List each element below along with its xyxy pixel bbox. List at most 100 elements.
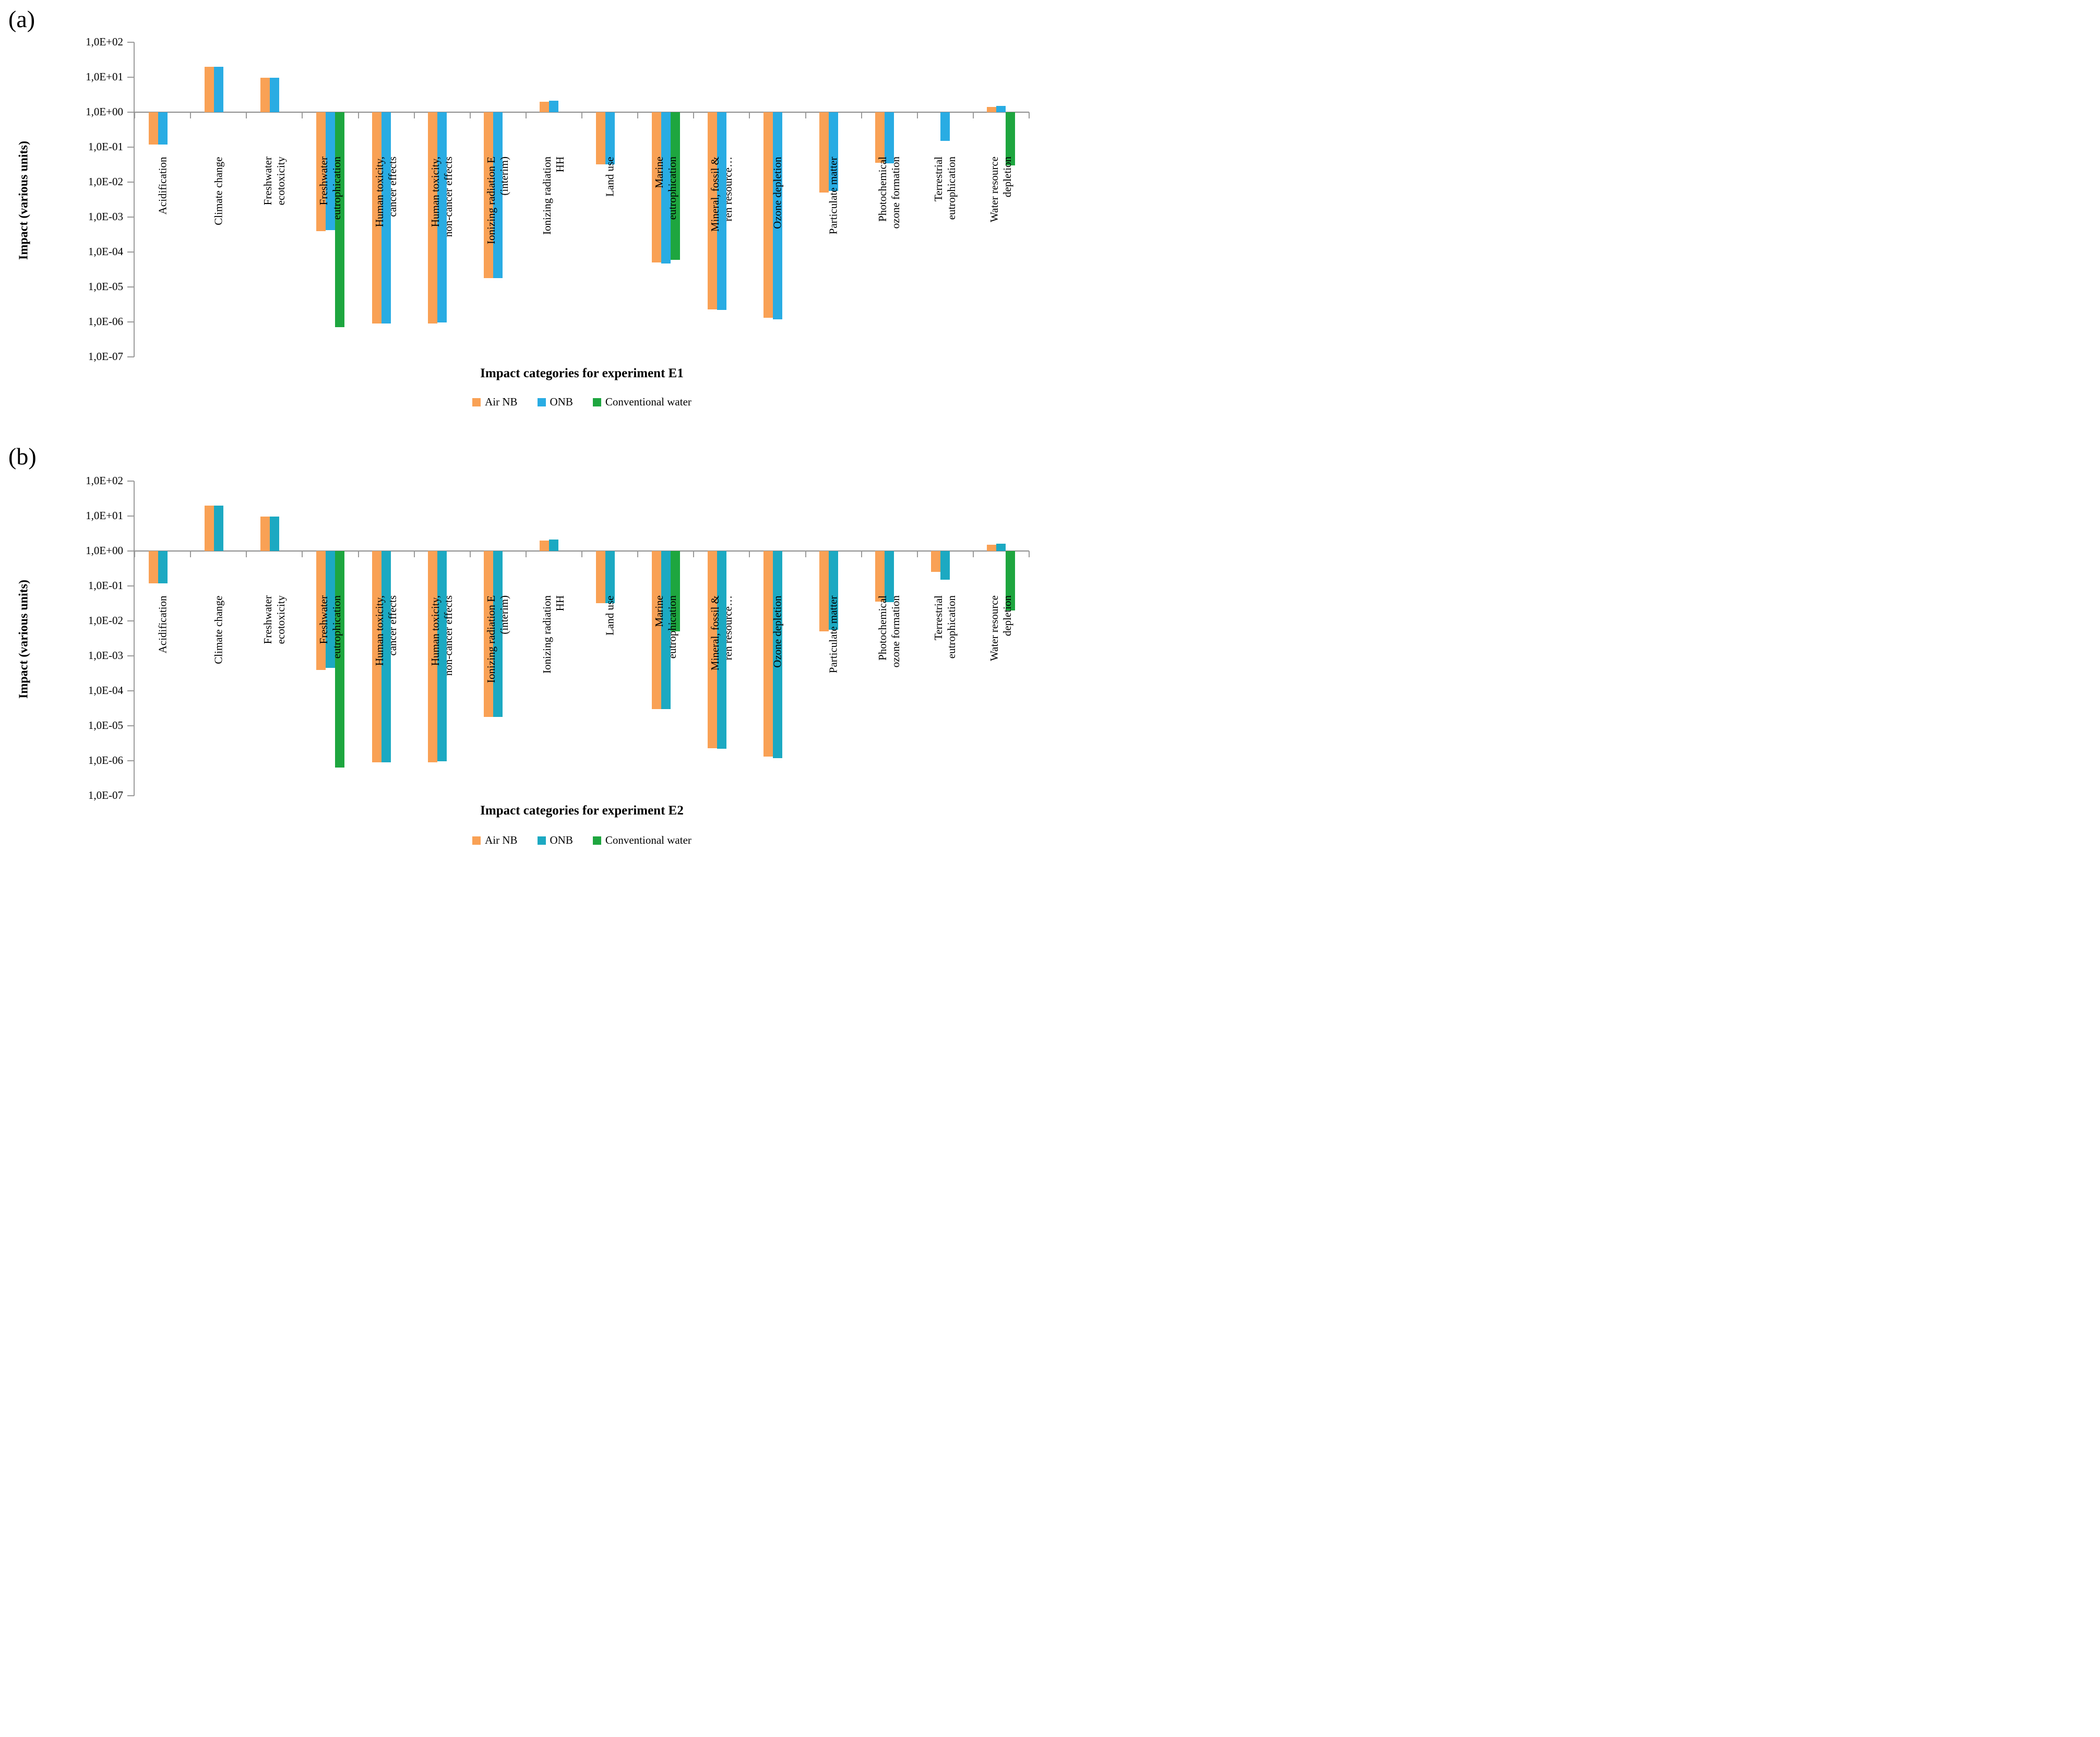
y-tick-label: 1,0E+00 <box>86 105 123 118</box>
y-axis-tick <box>127 620 134 621</box>
bar-air-nb-cat8 <box>595 551 605 604</box>
category-label-cat6: Ionizing radiation E (interim) <box>485 157 511 244</box>
y-axis-tick <box>127 112 134 113</box>
category-label-cat12: Particulate matter <box>827 157 840 234</box>
category-label-cat1: Climate change <box>212 595 225 664</box>
category-label-cat3: Freshwater eutrophication <box>317 595 343 659</box>
bar-onb-cat9 <box>661 112 671 263</box>
bar-onb-cat12 <box>829 112 839 191</box>
category-label-cat10: Mineral, fossil & ren resource… <box>708 595 734 671</box>
category-label-cat4: Human toxicity, cancer effects <box>373 595 399 666</box>
bar-onb-cat8 <box>605 551 615 604</box>
bar-conventional-water-cat15 <box>1006 112 1016 166</box>
x-axis-tick <box>190 551 192 557</box>
x-axis-tick <box>190 112 192 118</box>
bar-onb-cat2 <box>269 516 279 551</box>
category-label-cat7: Ionizing radiation HH <box>541 595 567 674</box>
bar-air-nb-cat15 <box>987 545 997 551</box>
x-axis-tick <box>749 551 750 557</box>
bar-onb-cat12 <box>829 551 839 630</box>
category-label-cat14: Terrestrial eutrophication <box>932 157 958 220</box>
bar-onb-cat0 <box>158 112 168 145</box>
y-axis-tick <box>127 725 134 726</box>
y-tick-label: 1,0E-04 <box>88 245 123 258</box>
bar-air-nb-cat4 <box>372 551 382 763</box>
legend-label-onb: ONB <box>550 396 573 408</box>
bar-air-nb-cat0 <box>148 551 158 583</box>
bar-air-nb-cat6 <box>484 551 494 717</box>
x-axis-tick <box>581 551 582 557</box>
x-axis-tick <box>525 112 527 118</box>
bar-conventional-water-cat9 <box>670 551 680 632</box>
y-axis-tick <box>127 147 134 148</box>
bar-air-nb-cat1 <box>204 505 214 551</box>
bar-air-nb-cat5 <box>428 112 438 324</box>
legend-label-air-nb: Air NB <box>485 834 518 846</box>
legend-label-onb: ONB <box>550 834 573 846</box>
bar-air-nb-cat9 <box>651 551 661 710</box>
y-axis-tick <box>127 182 134 183</box>
bar-air-nb-cat4 <box>372 112 382 324</box>
legend-swatch-air-nb <box>472 398 481 406</box>
legend-item-air-nb: Air NB <box>472 834 518 847</box>
figure-page: (a) Impact (various units) Impact catego… <box>0 0 1050 869</box>
y-tick-label: 1,0E-01 <box>88 140 123 153</box>
x-axis-tick <box>469 551 471 557</box>
legend-item-onb: ONB <box>537 834 573 847</box>
y-axis-line <box>134 481 135 796</box>
bar-air-nb-cat12 <box>819 112 829 193</box>
x-axis-tick <box>302 551 303 557</box>
y-axis-tick <box>127 760 134 761</box>
x-axis-tick <box>246 551 247 557</box>
y-axis-tick <box>127 77 134 78</box>
category-label-cat14: Terrestrial eutrophication <box>932 595 958 659</box>
bar-air-nb-cat5 <box>428 551 438 763</box>
bar-onb-cat7 <box>549 540 559 551</box>
category-label-cat13: Photochemical ozone formation <box>876 595 902 668</box>
y-tick-label: 1,0E+02 <box>86 35 123 48</box>
category-label-cat12: Particulate matter <box>827 595 840 673</box>
bar-air-nb-cat3 <box>316 112 326 231</box>
category-label-cat8: Land use <box>603 595 616 636</box>
bar-air-nb-cat9 <box>651 112 661 263</box>
bar-onb-cat7 <box>549 101 559 112</box>
legend-item-conventional-water: Conventional water <box>592 834 691 847</box>
chart-layer: 1,0E+02 1,0E+01 1,0E+00 1,0E-01 1,0E-02 1,0E-… <box>0 0 1050 869</box>
y-tick-label: 1,0E+00 <box>86 544 123 557</box>
x-axis-tick <box>861 112 862 118</box>
category-label-cat6: Ionizing radiation E (interim) <box>485 595 511 683</box>
legend-swatch-air-nb <box>472 836 481 845</box>
bar-onb-cat5 <box>437 112 447 323</box>
legend-item-conventional-water: Conventional water <box>592 396 691 409</box>
bar-air-nb-cat2 <box>260 517 270 551</box>
x-axis-tick <box>413 551 415 557</box>
category-label-cat3: Freshwater eutrophication <box>317 157 343 220</box>
category-label-cat9: Marine eutrophication <box>652 595 678 659</box>
bar-onb-cat14 <box>940 551 950 580</box>
y-axis-tick <box>127 516 134 517</box>
bar-onb-cat1 <box>213 66 223 112</box>
x-axis-tick <box>525 551 527 557</box>
category-label-cat8: Land use <box>603 157 616 197</box>
bar-air-nb-cat14 <box>931 551 941 572</box>
bar-air-nb-cat11 <box>763 112 773 318</box>
y-axis-tick <box>127 795 134 796</box>
bar-air-nb-cat13 <box>875 112 885 163</box>
x-axis-tick <box>861 551 862 557</box>
category-label-cat5: Human toxicity, non-cancer effects <box>429 157 455 237</box>
bar-conventional-water-cat15 <box>1006 551 1016 610</box>
bar-air-nb-cat11 <box>763 551 773 757</box>
y-axis-tick <box>127 550 134 552</box>
y-tick-label: 1,0E-03 <box>88 649 123 662</box>
category-label-cat0: Acidification <box>156 595 169 653</box>
x-axis-tick <box>1029 112 1030 118</box>
category-label-cat13: Photochemical ozone formation <box>876 157 902 229</box>
bar-onb-cat10 <box>717 112 726 310</box>
bar-onb-cat14 <box>940 112 950 141</box>
bar-air-nb-cat15 <box>987 107 997 112</box>
bar-air-nb-cat8 <box>595 112 605 165</box>
bar-air-nb-cat10 <box>707 112 717 309</box>
category-label-cat4: Human toxicity, cancer effects <box>373 157 399 227</box>
legend-swatch-onb <box>537 398 546 406</box>
y-tick-label: 1,0E-02 <box>88 175 123 188</box>
